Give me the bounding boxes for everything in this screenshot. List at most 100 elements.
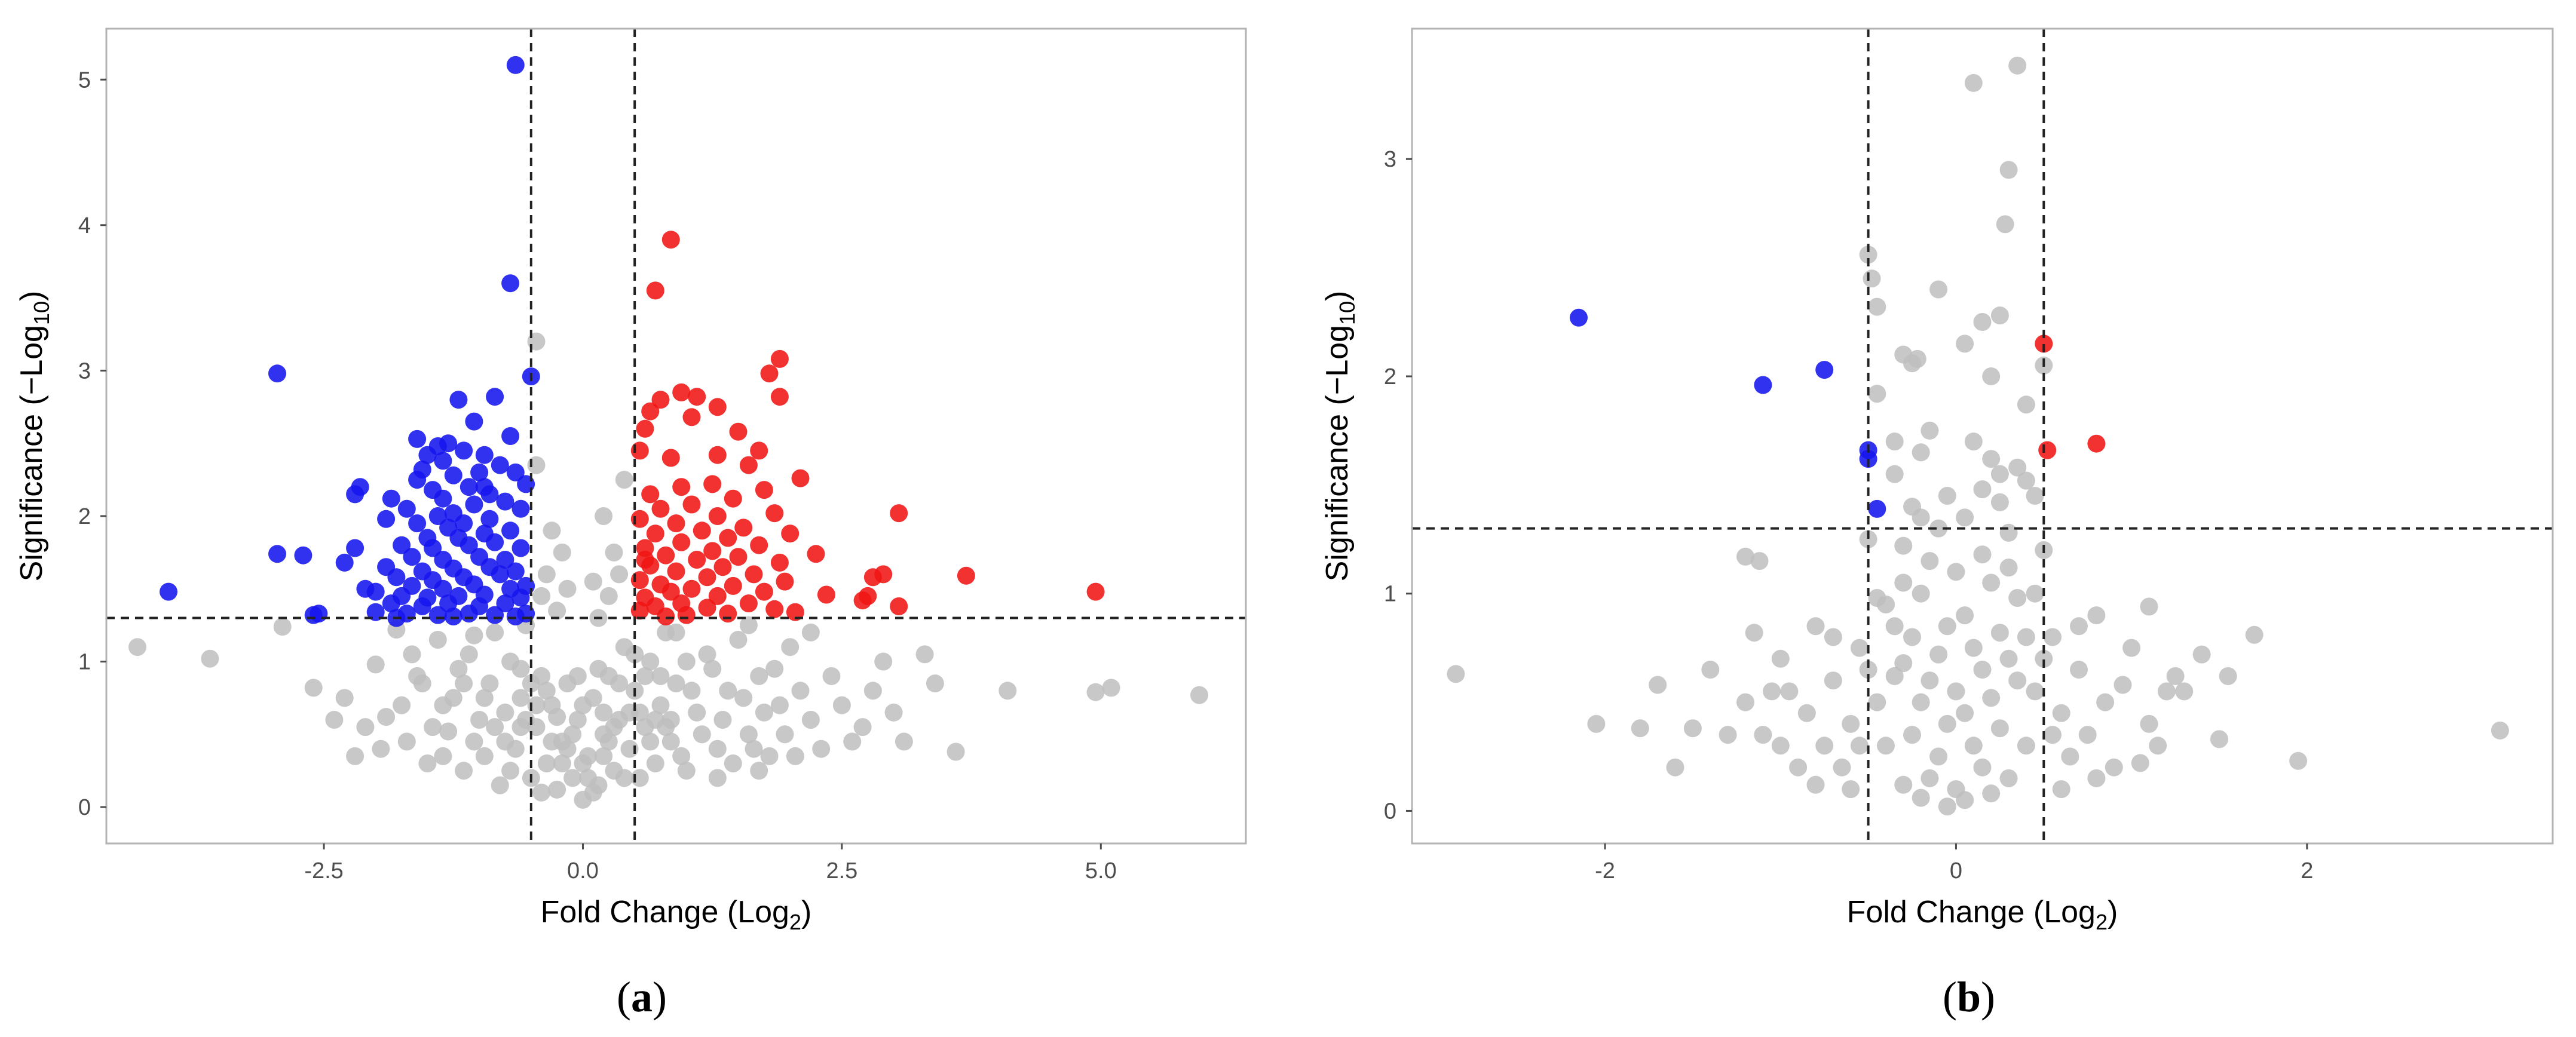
point-ns [1982,367,2001,385]
point-up [2035,335,2053,353]
point-ns [434,747,452,765]
point-ns [2105,758,2123,777]
point-ns [444,689,462,707]
point-ns [719,682,737,700]
point-up [755,582,773,601]
point-ns [377,708,396,726]
point-up [729,422,748,441]
point-ns [1815,737,1834,755]
point-down [501,521,520,540]
point-up [765,600,784,618]
point-up [636,551,654,569]
point-up [682,579,701,598]
point-ns [1912,789,1930,807]
point-down [434,579,452,598]
point-ns [853,718,872,737]
point-ns [496,703,514,722]
point-down [268,545,286,563]
point-ns [2157,682,2176,701]
point-ns [1859,661,1877,679]
point-down [1754,376,1772,394]
point-ns [563,769,582,787]
y-tick-label: 0 [1384,799,1396,824]
point-ns [1982,689,2001,707]
point-down [511,499,530,518]
point-ns [537,682,556,700]
point-ns [511,659,530,678]
point-ns [1999,559,2018,577]
data-points [1447,56,2509,816]
point-ns [491,776,509,794]
point-ns [1956,704,1974,722]
point-down [501,274,520,293]
point-ns [537,754,556,772]
point-ns [677,762,696,780]
point-ns [1771,649,1790,668]
point-ns [584,572,602,591]
point-down [506,463,525,481]
point-ns [1850,639,1869,657]
point-down [491,565,509,584]
point-down [160,582,177,601]
point-ns [1947,682,1965,701]
point-ns [1086,683,1105,701]
point-down [428,507,447,525]
point-ns [1863,269,1881,288]
point-ns [1929,280,1948,299]
x-axis-title: Fold Change (Log2) [1847,895,2118,934]
point-ns [568,667,587,685]
point-up [657,608,675,625]
point-ns [1990,719,2009,738]
point-ns [863,682,882,700]
point-ns [1903,628,1921,646]
point-ns [1999,161,2018,179]
point-ns [128,638,146,656]
point-ns [1964,639,1983,657]
y-axis-title-close: ) [14,291,49,301]
point-down [475,478,494,496]
point-ns [522,674,540,693]
point-ns [667,674,685,693]
point-ns [424,718,442,737]
point-ns [1806,617,1825,636]
point-ns [346,747,365,765]
point-ns [750,762,768,780]
point-up [672,383,691,401]
x-tick-label: 0.0 [567,858,599,883]
point-up [776,572,794,591]
point-ns [273,618,292,636]
point-ns [1920,671,1939,690]
point-up [708,507,727,525]
point-ns [661,732,680,751]
point-ns [1964,737,1983,755]
x-axis-title-subscript: 2 [2096,910,2108,934]
point-up [688,388,706,406]
point-ns [1938,487,1956,505]
point-ns [568,711,587,729]
point-ns [2078,726,2097,744]
point-ns [465,732,483,751]
point-ns [543,521,561,540]
point-ns [1885,465,1904,483]
point-up [739,456,758,474]
point-ns [1947,563,1965,581]
point-ns [599,732,618,751]
point-up [770,349,789,368]
point-ns [2061,747,2079,766]
point-down [511,588,530,607]
point-ns [1824,671,1842,690]
point-ns [1683,719,1702,738]
point-up [646,281,664,300]
point-ns [486,718,504,737]
point-up [703,475,722,493]
point-down [444,504,462,523]
point-ns [884,703,903,722]
point-ns [2114,676,2132,694]
point-ns [595,747,613,765]
y-axis-title-subscript: 10 [29,301,54,325]
point-ns [537,565,556,584]
point-ns [651,667,670,685]
point-up [651,499,670,518]
point-ns [646,711,664,729]
